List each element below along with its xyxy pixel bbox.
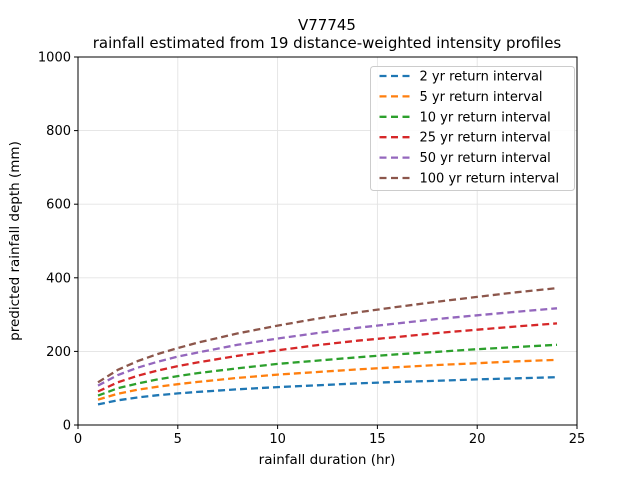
series-line-50yr xyxy=(97,307,558,387)
series-line-5yr xyxy=(97,358,558,401)
x-tick-label: 15 xyxy=(369,432,386,447)
legend-item-label: 5 yr return interval xyxy=(420,90,543,105)
y-tick-label: 0 xyxy=(63,419,71,434)
y-tick-label: 200 xyxy=(46,345,71,360)
x-tick-label: 5 xyxy=(174,432,182,447)
x-tick-label: 10 xyxy=(269,432,286,447)
x-tick-label: 25 xyxy=(569,432,586,447)
plot-border xyxy=(77,56,578,426)
y-axis-label: predicted rainfall depth (mm) xyxy=(7,141,23,341)
y-axis-ticks: 0 200 400 600 800 1000 xyxy=(38,51,78,434)
legend-item-label: 2 yr return interval xyxy=(420,70,543,85)
x-axis-label: rainfall duration (hr) xyxy=(259,452,396,468)
x-tick-label: 20 xyxy=(469,432,486,447)
series-line-10yr xyxy=(97,343,558,397)
legend-box xyxy=(370,66,575,191)
series-lines xyxy=(97,286,558,406)
y-tick-label: 1000 xyxy=(38,51,71,66)
y-tick-label: 400 xyxy=(46,271,71,286)
series-line-100yr xyxy=(97,286,558,384)
legend-item-label: 50 yr return interval xyxy=(420,151,551,166)
y-tick-label: 800 xyxy=(46,124,71,139)
series-line-2yr xyxy=(97,376,558,406)
y-tick-label: 600 xyxy=(46,198,71,213)
chart-title: V77745 xyxy=(298,16,356,34)
chart-subtitle: rainfall estimated from 19 distance-weig… xyxy=(93,34,562,52)
x-axis-ticks: 0 5 10 15 20 25 xyxy=(74,425,585,447)
x-tick-label: 0 xyxy=(74,432,82,447)
legend-item-label: 100 yr return interval xyxy=(420,172,560,187)
series-line-25yr xyxy=(97,322,558,393)
legend-item-label: 10 yr return interval xyxy=(420,110,551,125)
legend-item-label: 25 yr return interval xyxy=(420,131,551,146)
legend: 2 yr return interval 5 yr return interval… xyxy=(370,66,575,191)
